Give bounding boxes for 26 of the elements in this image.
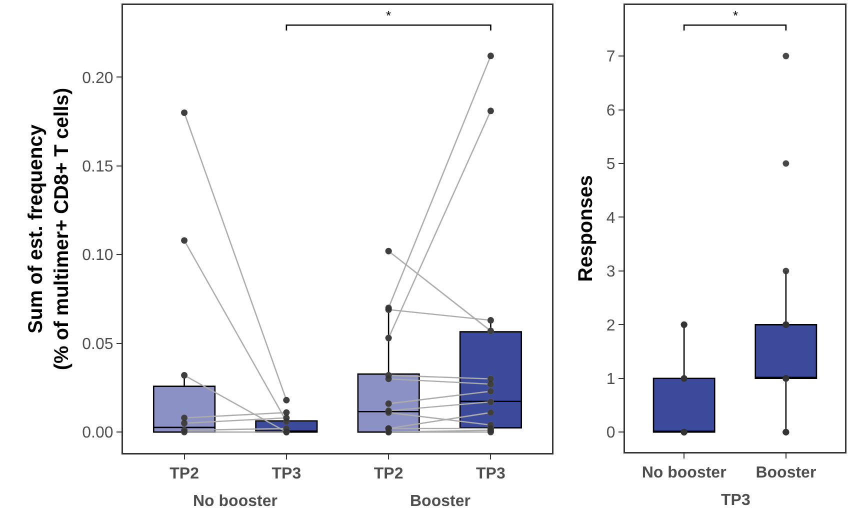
x-tick-label: No booster [642,464,726,482]
x-tick-label: TP2 [374,466,404,483]
x-tick-label: TP3 [272,466,302,483]
x-tick-label: TP3 [476,466,506,483]
y-tick-label: 0.10 [82,247,114,264]
y-tick-label: 0.00 [82,424,114,442]
x-tick-label: Booster [756,464,816,482]
x-tick-label: TP2 [170,466,200,483]
y-axis-title: Responses [575,175,598,282]
annotation: * [386,8,392,23]
x-axis-title: TP3 [721,492,750,509]
y-tick-label: 0.20 [82,70,114,87]
text: No booster [193,493,278,510]
y-tick-label: 7 [606,48,616,66]
annotation: * [733,8,738,23]
y-tick-label: 5 [606,156,616,174]
y-tick-label: 0.15 [82,158,114,176]
text: Booster [410,493,470,510]
y-tick-label: 6 [606,102,616,120]
y-tick-label: 4 [606,210,616,227]
y-tick-label: 0.05 [82,336,114,353]
y-tick-label: 0 [606,424,616,442]
y-axis-title: Sum of est. frequency (% of multimer+ CD8+ T cells) [24,88,73,370]
y-tick-label: 1 [606,371,616,388]
y-tick-label: 3 [606,264,616,281]
y-tick-label: 2 [606,317,616,334]
